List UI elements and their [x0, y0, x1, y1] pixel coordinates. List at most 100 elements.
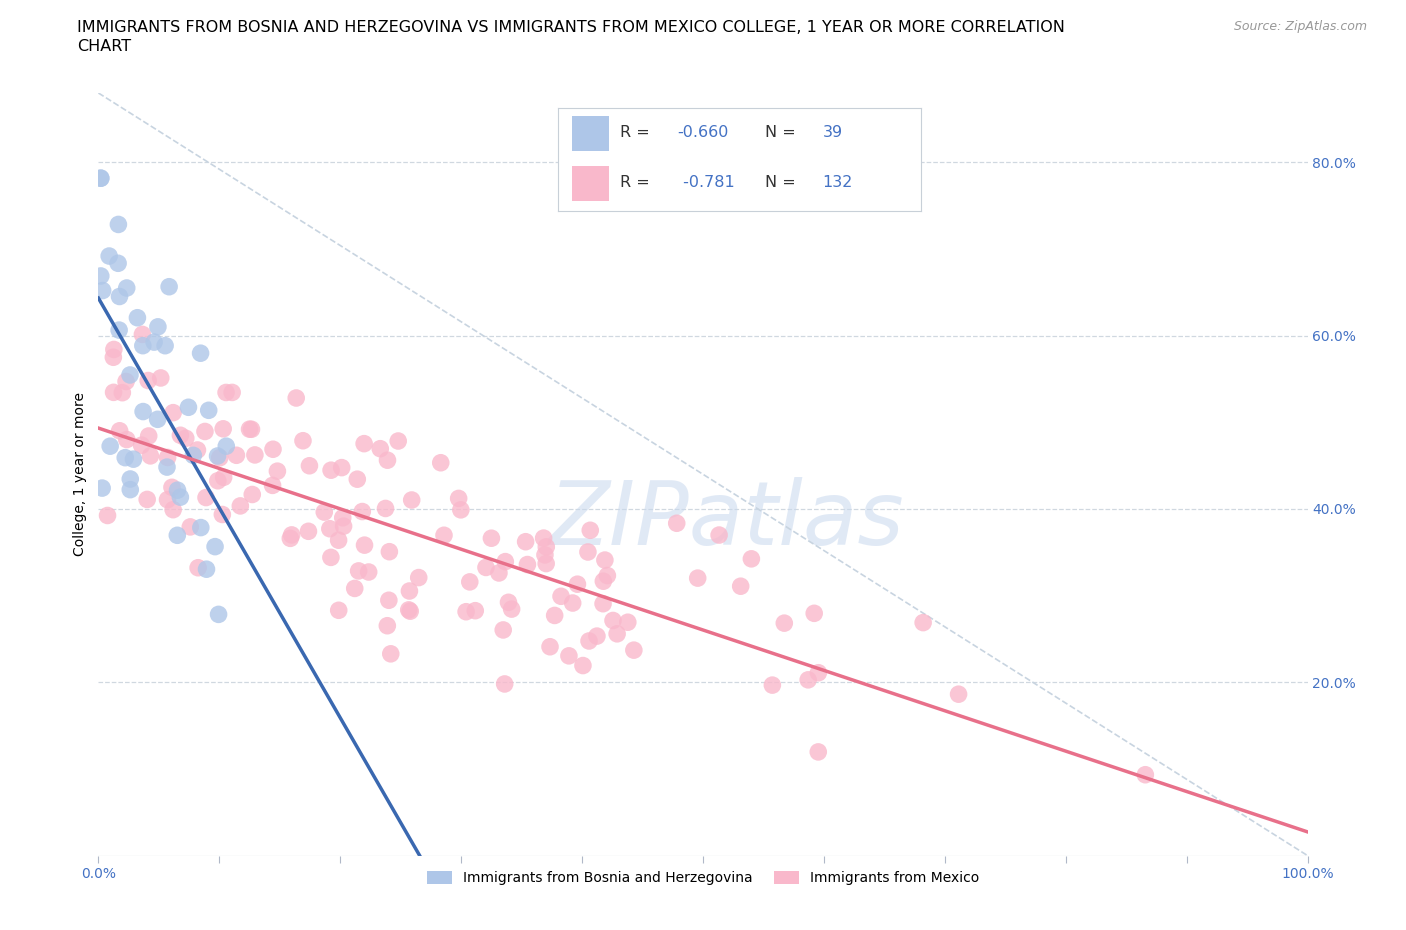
Point	[387, 433, 409, 448]
Point	[118, 367, 141, 382]
Point	[266, 464, 288, 479]
Point	[596, 568, 619, 583]
Point	[132, 339, 155, 353]
Point	[127, 311, 149, 325]
Point	[107, 256, 129, 271]
Point	[108, 423, 131, 438]
Point	[948, 686, 970, 701]
Point	[332, 511, 354, 525]
Point	[353, 436, 375, 451]
Point	[464, 604, 486, 618]
Point	[212, 470, 235, 485]
Point	[606, 627, 628, 642]
Point	[398, 583, 420, 598]
Point	[208, 450, 231, 465]
Point	[212, 421, 235, 436]
Point	[138, 429, 160, 444]
Point	[297, 524, 319, 538]
Point	[177, 400, 200, 415]
Point	[332, 519, 354, 534]
Point	[433, 528, 456, 543]
Point	[346, 472, 368, 486]
Point	[374, 501, 396, 516]
Point	[131, 438, 153, 453]
Point	[243, 447, 266, 462]
Point	[115, 432, 138, 447]
Point	[319, 522, 342, 537]
Point	[357, 565, 380, 579]
Point	[96, 508, 118, 523]
Point	[195, 490, 218, 505]
Point	[429, 456, 451, 471]
Point	[492, 622, 515, 637]
Point	[132, 405, 155, 419]
Point	[536, 539, 558, 554]
Point	[285, 391, 308, 405]
Point	[578, 633, 600, 648]
Point	[262, 442, 284, 457]
Point	[103, 342, 125, 357]
Point	[773, 616, 796, 631]
Point	[593, 552, 616, 567]
Point	[149, 370, 172, 385]
Point	[538, 639, 561, 654]
Point	[797, 672, 820, 687]
Point	[221, 385, 243, 400]
Point	[761, 678, 783, 693]
Point	[186, 443, 208, 458]
Point	[146, 412, 169, 427]
Point	[586, 629, 609, 644]
Point	[912, 615, 935, 630]
Point	[343, 581, 366, 596]
Point	[238, 421, 260, 436]
Point	[730, 578, 752, 593]
Point	[166, 528, 188, 543]
Point	[115, 281, 138, 296]
Point	[458, 575, 481, 590]
Point	[207, 607, 229, 622]
Point	[298, 458, 321, 473]
Point	[380, 646, 402, 661]
Point	[550, 589, 572, 604]
Point	[98, 248, 121, 263]
Point	[515, 534, 537, 549]
Point	[143, 335, 166, 350]
Point	[494, 554, 516, 569]
Point	[456, 604, 478, 619]
Point	[623, 643, 645, 658]
Point	[1135, 767, 1157, 782]
Point	[803, 605, 825, 620]
Point	[108, 289, 131, 304]
Point	[592, 596, 614, 611]
Point	[190, 520, 212, 535]
Point	[572, 658, 595, 673]
Point	[169, 490, 191, 505]
Point	[319, 463, 342, 478]
Point	[103, 350, 125, 365]
Point	[207, 473, 229, 488]
Point	[347, 564, 370, 578]
Point	[197, 403, 219, 418]
Point	[328, 603, 350, 618]
Point	[579, 523, 602, 538]
Point	[707, 527, 730, 542]
Point	[98, 439, 121, 454]
Point	[378, 592, 401, 607]
Point	[120, 472, 142, 486]
Point	[807, 744, 830, 759]
Point	[108, 323, 131, 338]
Point	[543, 608, 565, 623]
Point	[153, 339, 176, 353]
Point	[181, 448, 204, 463]
Point	[136, 492, 159, 507]
Text: ZIPatlas: ZIPatlas	[550, 477, 905, 563]
Point	[107, 217, 129, 232]
Point	[567, 577, 589, 591]
Text: CHART: CHART	[77, 39, 131, 54]
Point	[162, 405, 184, 420]
Legend: Immigrants from Bosnia and Herzegovina, Immigrants from Mexico: Immigrants from Bosnia and Herzegovina, …	[422, 866, 984, 891]
Point	[501, 602, 523, 617]
Point	[280, 527, 302, 542]
Point	[174, 431, 197, 445]
Point	[330, 460, 353, 475]
